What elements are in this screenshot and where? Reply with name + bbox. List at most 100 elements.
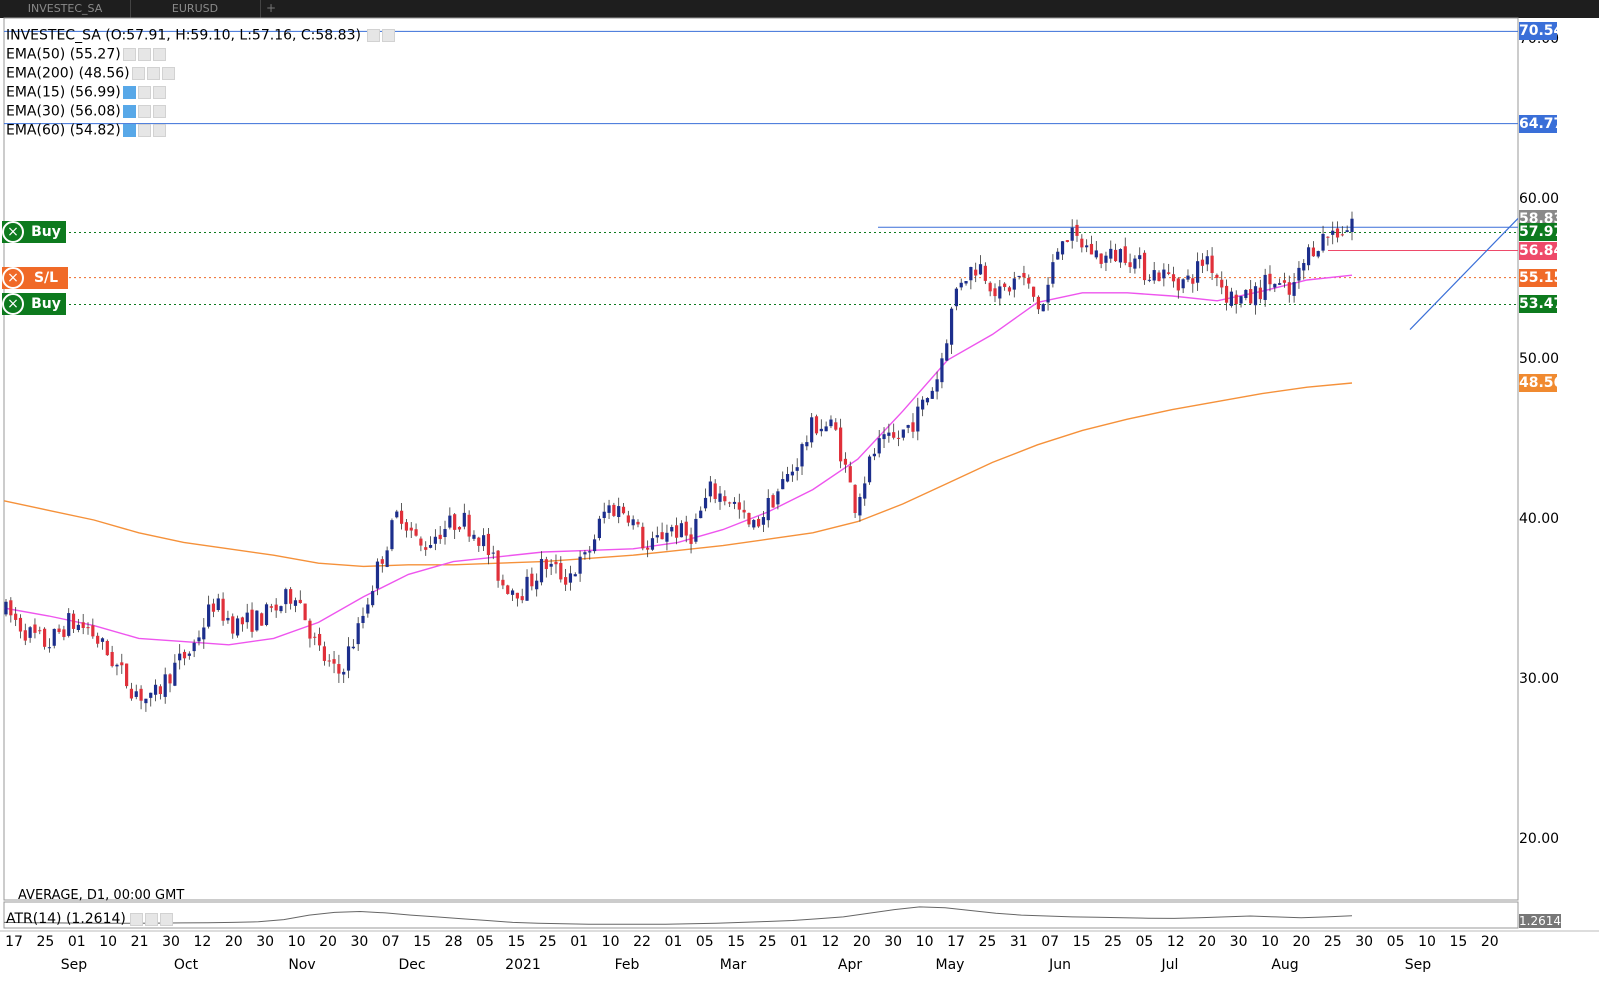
candle-body	[477, 537, 481, 546]
legend-indicator: EMA(200) (48.56)	[6, 64, 177, 83]
candle-body	[23, 630, 27, 641]
candle-body	[38, 630, 42, 632]
candle-body	[192, 642, 196, 652]
settings-icon[interactable]	[137, 85, 151, 99]
candle-body	[752, 520, 756, 528]
x-day-label: 07	[1041, 934, 1060, 950]
close-order-icon[interactable]: ×	[2, 293, 24, 316]
candle-body	[655, 535, 659, 538]
x-day-label: 01	[570, 934, 589, 950]
candle-body	[761, 517, 766, 525]
candle-body	[525, 576, 529, 601]
candle-body	[800, 444, 804, 467]
candle-body	[4, 601, 8, 615]
candle-body	[501, 579, 505, 586]
tab-eurusd[interactable]: EURUSD	[130, 0, 261, 18]
close-icon[interactable]	[152, 47, 166, 61]
visibility-icon[interactable]	[131, 66, 145, 80]
candle-body	[626, 515, 630, 523]
candle-body	[848, 466, 852, 483]
settings-icon[interactable]	[146, 66, 160, 80]
atr-legend: ATR(14) (1.2614)	[6, 911, 175, 927]
candle-body	[207, 604, 211, 627]
add-tab-button[interactable]: +	[266, 1, 277, 15]
candle-body	[1181, 279, 1185, 289]
candle-body	[1186, 275, 1190, 280]
candle-body	[674, 525, 679, 538]
settings-icon[interactable]	[367, 28, 381, 42]
settings-icon[interactable]	[137, 47, 151, 61]
settings-icon[interactable]	[137, 104, 151, 118]
tab-investec-sa[interactable]: INVESTEC_SA	[0, 0, 131, 18]
candle-body	[1051, 262, 1055, 284]
close-order-icon[interactable]: ×	[2, 221, 24, 244]
settings-icon[interactable]	[130, 912, 144, 926]
candle-body	[332, 659, 336, 664]
candle-body	[578, 556, 582, 574]
close-order-icon[interactable]: ×	[2, 266, 24, 289]
candle-body	[264, 604, 269, 626]
close-icon[interactable]	[152, 104, 166, 118]
candle-body	[1278, 283, 1282, 285]
candle-body	[1345, 230, 1349, 232]
candle-body	[954, 288, 959, 307]
settings-icon[interactable]	[137, 123, 151, 137]
candle-body	[679, 523, 684, 538]
y-tick-label: 50.00	[1519, 351, 1560, 367]
candle-body	[728, 502, 732, 504]
candle-body	[1215, 274, 1219, 278]
candle-body	[1114, 249, 1118, 262]
x-month-label: Apr	[837, 957, 863, 973]
legend-indicator: EMA(15) (56.99)	[6, 83, 168, 102]
visibility-icon[interactable]	[122, 123, 136, 137]
order-label: Buy	[31, 296, 61, 313]
candle-body	[1147, 279, 1151, 281]
candle-body	[231, 616, 235, 634]
indicator-label: EMA(50) (55.27)	[6, 46, 121, 63]
candle-body	[482, 535, 486, 547]
close-icon[interactable]	[152, 85, 166, 99]
candle-body	[361, 615, 365, 623]
candle-body	[805, 442, 809, 447]
candle-body	[983, 265, 987, 281]
candle-body	[771, 495, 775, 508]
x-day-label: 30	[162, 934, 180, 950]
candle-body	[1331, 230, 1335, 235]
candle-body	[699, 510, 703, 519]
candle-body	[969, 266, 973, 281]
candle-body	[1085, 245, 1089, 248]
candle-body	[33, 624, 37, 633]
candle-body	[641, 526, 645, 549]
candle-body	[443, 529, 447, 538]
close-icon[interactable]	[160, 912, 174, 926]
candle-body	[457, 526, 462, 530]
candle-body	[1099, 253, 1103, 264]
candle-body	[380, 559, 384, 564]
candle-body	[366, 604, 370, 614]
x-day-label: 25	[978, 934, 997, 950]
trendline	[1409, 217, 1519, 331]
close-icon[interactable]	[152, 123, 166, 137]
candle-body	[139, 688, 143, 701]
candle-body	[1133, 258, 1137, 269]
candle-body	[76, 624, 80, 630]
candle-body	[1065, 240, 1069, 242]
candle-body	[819, 428, 823, 432]
candle-body	[14, 613, 18, 620]
gear-icon[interactable]	[145, 912, 159, 926]
candle-body	[149, 692, 153, 698]
candle-body	[81, 622, 85, 629]
candle-body	[317, 633, 322, 646]
x-month-label: Dec	[398, 957, 426, 973]
candle-body	[337, 664, 341, 674]
candle-body	[737, 502, 741, 510]
x-day-label: 21	[130, 934, 149, 950]
x-month-label: Jun	[1049, 957, 1071, 973]
visibility-icon[interactable]	[122, 47, 136, 61]
candle-body	[120, 662, 124, 666]
visibility-icon[interactable]	[122, 85, 136, 99]
close-icon[interactable]	[382, 28, 396, 42]
close-icon[interactable]	[161, 66, 175, 80]
visibility-icon[interactable]	[122, 104, 136, 118]
